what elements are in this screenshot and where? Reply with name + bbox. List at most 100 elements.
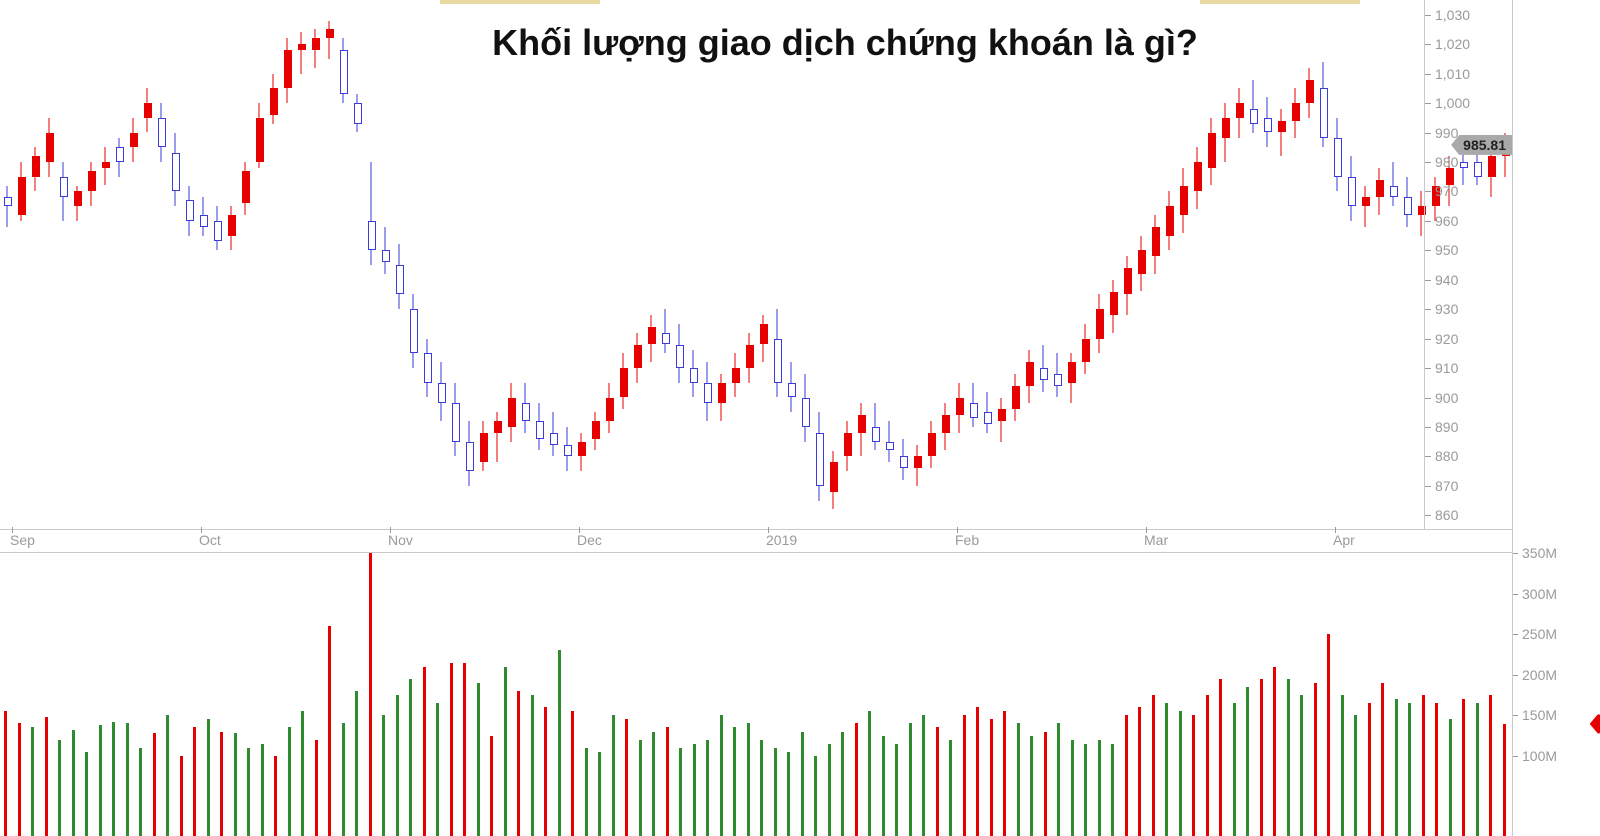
candle-up[interactable]: [886, 442, 894, 451]
volume-bar-up[interactable]: [922, 715, 925, 836]
volume-bar-up[interactable]: [598, 752, 601, 836]
volume-bar-up[interactable]: [72, 730, 75, 836]
volume-bar-up[interactable]: [801, 732, 804, 836]
candle-down[interactable]: [1110, 292, 1118, 316]
volume-bar-up[interactable]: [733, 727, 736, 836]
candle-wick[interactable]: [7, 186, 8, 227]
volume-bar-up[interactable]: [747, 723, 750, 836]
candle-up[interactable]: [452, 403, 460, 441]
volume-bar-up[interactable]: [1017, 723, 1020, 836]
candle-up[interactable]: [984, 412, 992, 424]
volume-bar-down[interactable]: [1003, 711, 1006, 836]
candle-up[interactable]: [1264, 118, 1272, 133]
volume-bar-up[interactable]: [31, 727, 34, 836]
volume-bar-down[interactable]: [450, 663, 453, 836]
volume-bar-up[interactable]: [1287, 679, 1290, 836]
volume-bar-down[interactable]: [1138, 707, 1141, 836]
candle-up[interactable]: [1320, 88, 1328, 138]
volume-bar-up[interactable]: [585, 748, 588, 836]
volume-bar-up[interactable]: [612, 715, 615, 836]
candle-down[interactable]: [1026, 362, 1034, 386]
candle-up[interactable]: [200, 215, 208, 227]
volume-bar-up[interactable]: [693, 744, 696, 836]
candle-down[interactable]: [1306, 80, 1314, 104]
volume-bar-up[interactable]: [261, 744, 264, 836]
volume-bar-down[interactable]: [625, 719, 628, 836]
candle-down[interactable]: [270, 88, 278, 115]
volume-bar-up[interactable]: [1165, 703, 1168, 836]
candle-up[interactable]: [900, 456, 908, 468]
candle-down[interactable]: [1124, 268, 1132, 295]
candle-up[interactable]: [564, 445, 572, 457]
volume-bar-up[interactable]: [1179, 711, 1182, 836]
volume-bar-up[interactable]: [639, 740, 642, 836]
volume-bar-up[interactable]: [409, 679, 412, 836]
volume-bar-down[interactable]: [1192, 715, 1195, 836]
volume-bar-up[interactable]: [126, 723, 129, 836]
candle-down[interactable]: [1096, 309, 1104, 338]
candle-up[interactable]: [424, 353, 432, 382]
volume-bar-down[interactable]: [1327, 634, 1330, 836]
volume-bar-down[interactable]: [963, 715, 966, 836]
candle-down[interactable]: [228, 215, 236, 236]
candle-down[interactable]: [242, 171, 250, 203]
candle-down[interactable]: [942, 415, 950, 433]
candle-up[interactable]: [172, 153, 180, 191]
candle-down[interactable]: [760, 324, 768, 345]
candle-down[interactable]: [1180, 186, 1188, 215]
volume-bar-up[interactable]: [247, 748, 250, 836]
candle-up[interactable]: [410, 309, 418, 353]
candle-up[interactable]: [690, 368, 698, 383]
volume-bar-down[interactable]: [369, 553, 372, 836]
volume-bar-up[interactable]: [355, 691, 358, 836]
candle-up[interactable]: [1054, 374, 1062, 386]
candle-up[interactable]: [1334, 138, 1342, 176]
candle-up[interactable]: [396, 265, 404, 294]
candle-up[interactable]: [368, 221, 376, 250]
candle-up[interactable]: [522, 403, 530, 421]
candle-down[interactable]: [1082, 339, 1090, 363]
candle-down[interactable]: [746, 345, 754, 369]
candle-down[interactable]: [1376, 180, 1384, 198]
volume-bar-down[interactable]: [1260, 679, 1263, 836]
volume-bar-up[interactable]: [1057, 723, 1060, 836]
volume-bar-up[interactable]: [1246, 687, 1249, 836]
candle-down[interactable]: [844, 433, 852, 457]
candle-down[interactable]: [18, 177, 26, 215]
volume-bar-up[interactable]: [868, 711, 871, 836]
volume-bar-down[interactable]: [544, 707, 547, 836]
candle-down[interactable]: [1278, 121, 1286, 133]
volume-bar-up[interactable]: [288, 727, 291, 836]
volume-bar-down[interactable]: [1273, 667, 1276, 836]
candle-wick[interactable]: [1281, 109, 1282, 156]
volume-bar-up[interactable]: [531, 695, 534, 836]
volume-bar-up[interactable]: [1300, 695, 1303, 836]
candle-up[interactable]: [676, 345, 684, 369]
candle-down[interactable]: [830, 462, 838, 491]
volume-bar-down[interactable]: [1503, 724, 1506, 836]
volume-bar-up[interactable]: [1098, 740, 1101, 836]
volume-bar-down[interactable]: [1368, 703, 1371, 836]
volume-bar-up[interactable]: [1395, 699, 1398, 836]
volume-bars-area[interactable]: [0, 553, 1512, 836]
volume-bar-up[interactable]: [99, 725, 102, 836]
candle-down[interactable]: [256, 118, 264, 162]
candle-down[interactable]: [144, 103, 152, 118]
volume-bar-up[interactable]: [760, 740, 763, 836]
volume-bar-up[interactable]: [166, 715, 169, 836]
candle-down[interactable]: [1138, 250, 1146, 274]
candle-wick[interactable]: [1365, 186, 1366, 227]
candle-down[interactable]: [928, 433, 936, 457]
candle-down[interactable]: [1194, 162, 1202, 191]
volume-bar-up[interactable]: [1341, 695, 1344, 836]
volume-bar-up[interactable]: [112, 722, 115, 836]
volume-bar-up[interactable]: [1449, 719, 1452, 836]
volume-bar-down[interactable]: [517, 691, 520, 836]
volume-bar-up[interactable]: [1071, 740, 1074, 836]
volume-bar-up[interactable]: [436, 703, 439, 836]
candle-down[interactable]: [606, 398, 614, 422]
volume-bar-up[interactable]: [652, 732, 655, 836]
candle-up[interactable]: [1250, 109, 1258, 124]
volume-bar-up[interactable]: [882, 736, 885, 836]
volume-bar-down[interactable]: [976, 707, 979, 836]
